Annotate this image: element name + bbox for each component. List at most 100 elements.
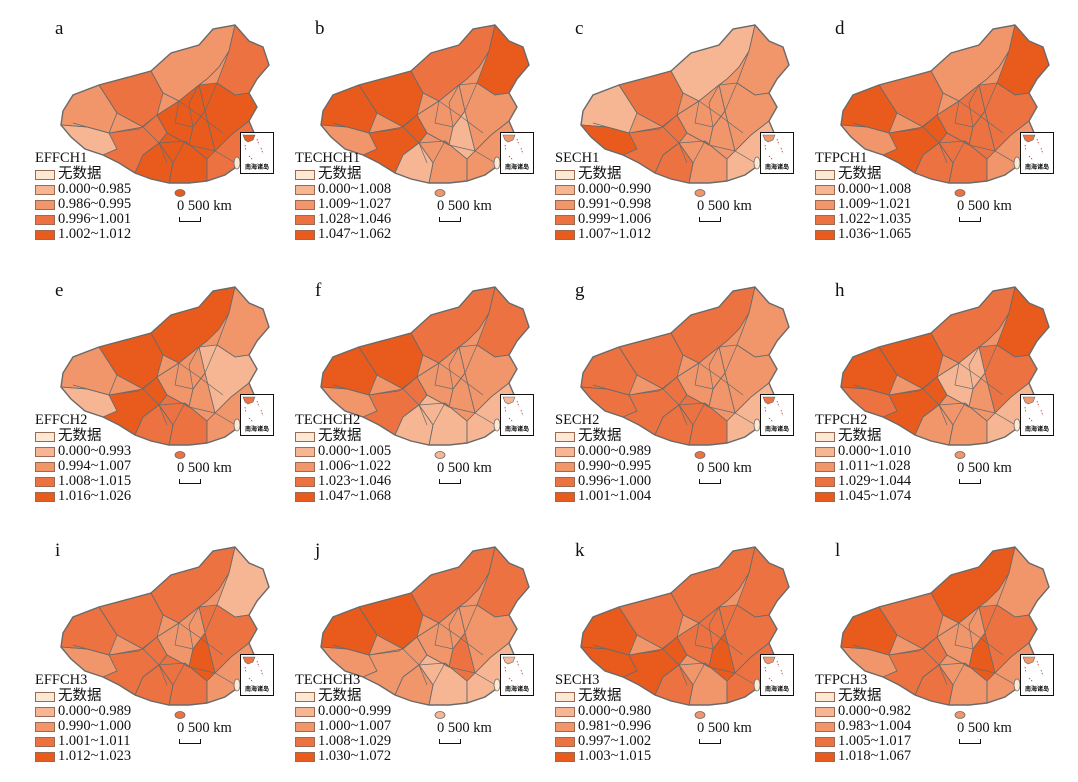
legend-title: TFPCH2 (815, 412, 868, 428)
province-border (688, 662, 706, 706)
legend-item: 0.999~1.006 (555, 212, 705, 227)
panel-letter: i (55, 540, 61, 561)
legend-item: 0.994~1.007 (35, 459, 185, 474)
legend-swatch (555, 199, 575, 210)
scale-bar-line (959, 739, 981, 744)
legend-item-no-data: 无数据 (35, 167, 185, 182)
scale-bar-line (439, 739, 461, 744)
country-outline (840, 286, 1050, 446)
inset-label: 南海诸岛 (244, 686, 269, 693)
scale-bar: 0 500 km (957, 720, 1027, 750)
province-border (156, 114, 240, 166)
province-border (694, 82, 738, 128)
scale-label: 0 500 km (697, 460, 752, 476)
legend-title: SECH2 (555, 412, 600, 428)
legend-item-no-data: 无数据 (35, 429, 185, 444)
south-china-sea-inset: 南海诸岛 (240, 132, 274, 174)
legend-title: EFFCH2 (35, 412, 88, 428)
map-panel-b: b TECHCH1 无数据 0.000~1.008 1.009~1.027 1.028~1… (295, 0, 557, 258)
legend-swatch (555, 184, 575, 195)
legend-swatch (815, 431, 835, 442)
legend-label: 1.045~1.074 (838, 488, 912, 504)
province-border (434, 344, 478, 390)
scale-bar: 0 500 km (177, 720, 247, 750)
province-border (736, 82, 770, 96)
legend-swatch (35, 736, 55, 747)
legend-item: 0.000~0.999 (295, 704, 445, 719)
hainan-island (434, 711, 446, 719)
province-border (996, 82, 1030, 96)
legend-item: 1.008~1.015 (35, 474, 185, 489)
country-outline (60, 286, 270, 446)
province-border (914, 662, 988, 703)
legend-label: 0.000~0.989 (58, 703, 132, 719)
panel-letter: f (315, 280, 322, 301)
scale-bar-line (699, 217, 721, 222)
province-border (694, 344, 738, 390)
legend-label: 1.012~1.023 (58, 748, 132, 764)
legend-item: 1.045~1.074 (815, 489, 965, 504)
province-border (174, 82, 218, 128)
scale-label: 0 500 km (957, 720, 1012, 736)
country-outline (320, 546, 530, 706)
country-outline (840, 24, 1050, 184)
legend-item: 1.001~1.004 (555, 489, 705, 504)
province-border (448, 24, 496, 128)
panel-letter: d (835, 18, 845, 39)
map-panel-l: l TFPCH3 无数据 0.000~0.982 0.983~1.004 1.005~1.… (815, 522, 1077, 780)
map-panel-f: f TECHCH2 无数据 0.000~1.005 1.006~1.022 1.023~1… (295, 262, 557, 520)
scale-label: 0 500 km (177, 460, 232, 476)
legend-swatch (815, 721, 835, 732)
legend-swatch (555, 751, 575, 762)
map-panel-a: a EFFCH1 无数据 0.000~0.985 0.986~0.995 0.996~1.… (35, 0, 297, 258)
legend-swatch (35, 491, 55, 502)
inset-map (762, 396, 784, 423)
legend-item-no-data: 无数据 (295, 429, 445, 444)
province-border (618, 346, 688, 426)
panel-letter: b (315, 18, 325, 39)
province-border (936, 114, 1020, 166)
scale-label: 0 500 km (437, 460, 492, 476)
china-map (840, 286, 1050, 459)
legend-label: 0.000~0.999 (318, 703, 392, 719)
legend-title: TFPCH1 (815, 150, 868, 166)
legend-swatch (35, 199, 55, 210)
scale-label: 0 500 km (437, 720, 492, 736)
legend-swatch (555, 721, 575, 732)
legend-title: EFFCH3 (35, 672, 88, 688)
legend-label: 1.029~1.044 (838, 473, 912, 489)
map-legend: EFFCH2 无数据 0.000~0.993 0.994~1.007 1.008~1.0… (35, 412, 185, 504)
legend-swatch (555, 169, 575, 180)
legend-item: 1.008~1.029 (295, 734, 445, 749)
china-map (60, 286, 270, 459)
province-border (694, 604, 738, 650)
legend-item: 0.000~1.005 (295, 444, 445, 459)
legend-label: 1.001~1.011 (58, 733, 131, 749)
legend-label: 无数据 (58, 428, 102, 444)
legend-item-no-data: 无数据 (815, 689, 965, 704)
country-outline (60, 546, 270, 706)
legend-swatch (815, 461, 835, 472)
province-border (618, 606, 688, 686)
inset-map (242, 656, 264, 683)
province-border (708, 24, 756, 128)
panel-letter: k (575, 540, 585, 561)
province-border (654, 662, 728, 703)
legend-item: 0.996~1.000 (555, 474, 705, 489)
province-border (358, 346, 428, 426)
legend-label: 无数据 (318, 428, 362, 444)
province-border (914, 402, 988, 443)
china-map (840, 24, 1050, 197)
province-border (948, 662, 966, 706)
province-border (474, 642, 510, 674)
province-border (428, 140, 446, 184)
legend-item-no-data: 无数据 (815, 429, 965, 444)
legend-swatch (555, 461, 575, 472)
scale-bar: 0 500 km (177, 198, 247, 228)
legend-item: 0.000~1.008 (815, 182, 965, 197)
province-border (428, 662, 446, 706)
province-border (968, 286, 1016, 390)
country-outline (580, 24, 790, 184)
legend-item: 1.036~1.065 (815, 227, 965, 242)
